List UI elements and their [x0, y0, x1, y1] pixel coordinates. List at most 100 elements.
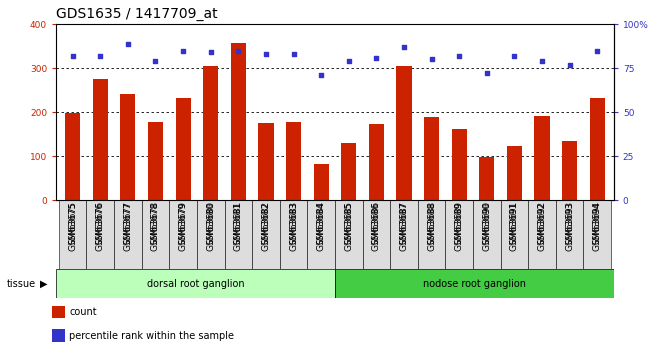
Bar	[589, 98, 605, 200]
Bar	[148, 122, 163, 200]
Bar	[500, 200, 528, 269]
Point	[371, 55, 381, 60]
Text: GSM63686: GSM63686	[372, 201, 381, 245]
Bar	[59, 200, 86, 269]
Text: GSM63681: GSM63681	[234, 201, 243, 245]
Text: percentile rank within the sample: percentile rank within the sample	[69, 331, 234, 341]
Bar	[473, 200, 500, 269]
Bar	[120, 93, 135, 200]
Text: count: count	[69, 307, 96, 317]
Text: GSM63686: GSM63686	[372, 202, 381, 252]
Point	[288, 51, 299, 57]
Text: GSM63683: GSM63683	[289, 201, 298, 245]
Bar	[562, 141, 578, 200]
Text: GSM63676: GSM63676	[96, 202, 105, 252]
Point	[343, 58, 354, 64]
Text: GSM63690: GSM63690	[482, 202, 491, 252]
Bar	[583, 200, 611, 269]
Bar	[418, 200, 446, 269]
Bar	[556, 200, 583, 269]
Bar	[341, 143, 356, 200]
Text: GSM63685: GSM63685	[345, 201, 353, 245]
Text: GSM63693: GSM63693	[565, 202, 574, 252]
Bar	[528, 200, 556, 269]
Bar	[535, 116, 550, 200]
Text: GSM63676: GSM63676	[96, 201, 105, 245]
Text: GSM63678: GSM63678	[151, 201, 160, 245]
Bar	[252, 200, 280, 269]
Point	[537, 58, 547, 64]
Bar	[114, 200, 142, 269]
Text: GSM63675: GSM63675	[68, 201, 77, 245]
Text: tissue: tissue	[7, 279, 36, 289]
Bar	[56, 269, 335, 298]
Point	[482, 71, 492, 76]
Point	[454, 53, 465, 59]
Bar	[52, 329, 65, 342]
Bar	[397, 66, 412, 200]
Bar	[335, 200, 362, 269]
Text: GSM63680: GSM63680	[206, 202, 215, 252]
Point	[150, 58, 161, 64]
Bar	[258, 123, 273, 200]
Bar	[507, 146, 522, 200]
Bar	[446, 200, 473, 269]
Text: GDS1635 / 1417709_at: GDS1635 / 1417709_at	[56, 7, 218, 21]
Point	[426, 57, 437, 62]
Text: GSM63693: GSM63693	[565, 201, 574, 245]
Point	[178, 48, 188, 53]
Text: GSM63691: GSM63691	[510, 202, 519, 252]
Text: GSM63689: GSM63689	[455, 201, 464, 245]
Bar	[203, 66, 218, 200]
Bar	[451, 129, 467, 200]
Bar	[52, 306, 65, 318]
Point	[233, 48, 244, 53]
Text: GSM63694: GSM63694	[593, 202, 602, 251]
Text: GSM63682: GSM63682	[261, 201, 271, 245]
Text: GSM63678: GSM63678	[151, 202, 160, 252]
Point	[564, 62, 575, 67]
Text: nodose root ganglion: nodose root ganglion	[423, 279, 526, 289]
Bar	[286, 122, 301, 200]
Text: GSM63683: GSM63683	[289, 202, 298, 252]
Bar	[479, 157, 494, 200]
Bar	[308, 200, 335, 269]
Point	[95, 53, 106, 59]
Text: GSM63688: GSM63688	[427, 201, 436, 245]
Text: GSM63677: GSM63677	[123, 202, 133, 252]
Bar	[65, 114, 81, 200]
Text: GSM63692: GSM63692	[537, 201, 546, 245]
Text: GSM63689: GSM63689	[455, 202, 464, 252]
Text: GSM63690: GSM63690	[482, 201, 491, 245]
Bar	[362, 200, 390, 269]
Text: GSM63684: GSM63684	[317, 202, 325, 251]
Bar	[86, 200, 114, 269]
Text: GSM63694: GSM63694	[593, 201, 602, 245]
Bar	[280, 200, 308, 269]
Text: dorsal root ganglion: dorsal root ganglion	[147, 279, 244, 289]
Point	[316, 72, 327, 78]
Text: GSM63685: GSM63685	[345, 202, 353, 252]
Point	[261, 51, 271, 57]
Bar	[390, 200, 418, 269]
Bar	[197, 200, 224, 269]
Bar	[314, 164, 329, 200]
Text: GSM63679: GSM63679	[179, 202, 187, 252]
Point	[399, 44, 409, 50]
Bar	[176, 98, 191, 200]
Point	[205, 50, 216, 55]
Bar	[335, 269, 614, 298]
Text: ▶: ▶	[40, 279, 47, 289]
Text: GSM63682: GSM63682	[261, 202, 271, 251]
Bar	[170, 200, 197, 269]
Point	[509, 53, 519, 59]
Bar	[92, 79, 108, 200]
Bar	[424, 117, 439, 200]
Bar	[231, 43, 246, 200]
Point	[592, 48, 603, 53]
Text: GSM63684: GSM63684	[317, 201, 325, 245]
Bar	[224, 200, 252, 269]
Text: GSM63677: GSM63677	[123, 201, 133, 245]
Text: GSM63688: GSM63688	[427, 202, 436, 252]
Point	[67, 53, 78, 59]
